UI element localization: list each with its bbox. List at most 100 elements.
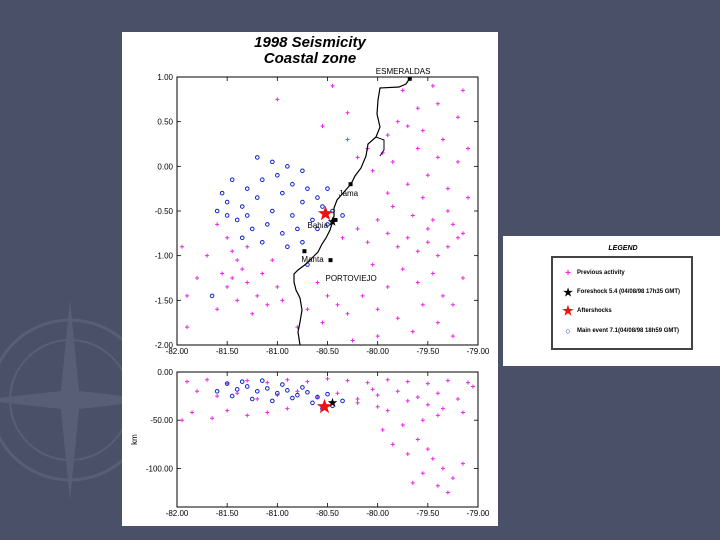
y-tick-label: -0.50 (155, 207, 174, 216)
previous-activity-point (390, 159, 395, 164)
previous-activity-point (335, 302, 340, 307)
previous-activity-point (425, 447, 430, 452)
previous-activity-point (435, 320, 440, 325)
previous-activity-point (245, 413, 250, 418)
city-label: Bahia (308, 221, 329, 230)
previous-activity-point (455, 397, 460, 401)
previous-activity-point (275, 97, 280, 102)
previous-activity-point (395, 389, 400, 394)
previous-activity-point (250, 311, 255, 316)
main-event-point (270, 208, 275, 214)
city-label: Jama (339, 189, 359, 198)
city-marker (333, 217, 338, 222)
previous-activity-point (435, 253, 440, 258)
previous-activity-point (320, 320, 325, 325)
previous-activity-point (435, 391, 440, 396)
y-axis-label: km (130, 434, 139, 445)
previous-activity-point (245, 244, 250, 249)
previous-activity-point (220, 271, 225, 276)
previous-activity-point (435, 101, 440, 106)
x-tick-label: -81.50 (216, 509, 239, 518)
legend-item-foreshock: ★ Foreshock 5.4 (04/08/98 17h35 GMT) (561, 286, 680, 299)
previous-activity-point (385, 231, 390, 236)
main-event-point (340, 398, 345, 404)
x-tick-label: -81.50 (216, 347, 239, 356)
main-event-point (224, 213, 230, 218)
previous-activity-point (225, 235, 230, 240)
previous-activity-point (405, 398, 410, 403)
previous-activity-point (445, 490, 450, 495)
main-event-point (265, 222, 270, 227)
main-event-point (214, 388, 220, 394)
previous-activity-point (395, 316, 400, 321)
x-tick-label: -79.50 (416, 509, 439, 518)
previous-activity-point (460, 276, 465, 280)
previous-activity-point (215, 222, 220, 227)
main-event-point (219, 190, 225, 196)
previous-activity-point (235, 391, 240, 396)
main-event-point (290, 213, 295, 218)
main-event-point (209, 293, 215, 299)
previous-activity-point (345, 110, 350, 115)
previous-activity-point (275, 284, 280, 289)
previous-activity-point (375, 307, 380, 312)
blue-circle-icon: ○ (565, 326, 571, 336)
previous-activity-point (420, 195, 425, 200)
main-event-point (214, 208, 220, 214)
previous-activity-point (375, 217, 380, 222)
previous-activity-point (415, 106, 420, 111)
coastline (293, 77, 411, 346)
y-tick-label: -100.00 (146, 464, 174, 473)
previous-activity-point (265, 410, 270, 415)
previous-activity-point (375, 393, 380, 398)
previous-activity-point (460, 461, 465, 466)
previous-activity-point (260, 271, 265, 276)
previous-activity-point (465, 195, 470, 200)
previous-activity-point (205, 253, 210, 258)
legend: LEGEND + Previous activity ★ Foreshock 5… (503, 236, 720, 366)
map-plot: -82.00 -81.50 -81.00 -80.50 -80.00 -79.50 -79.… (155, 67, 490, 356)
main-event-point (275, 390, 280, 396)
main-event-point (290, 181, 295, 187)
x-tick-label: -79.50 (416, 347, 439, 356)
previous-activity-point (360, 293, 365, 298)
previous-activity-point (390, 442, 395, 447)
main-event-point (224, 381, 230, 386)
previous-activity-point (400, 267, 405, 272)
previous-activity-point (355, 397, 360, 401)
previous-activity-point (430, 217, 435, 222)
y-tick-label: -50.00 (150, 416, 173, 425)
previous-activity-point (410, 213, 415, 218)
plot-frame (176, 76, 479, 346)
city-marker (302, 249, 307, 254)
previous-activity-point (410, 480, 415, 485)
previous-activity-point (385, 133, 390, 138)
previous-activity-point (440, 137, 445, 142)
main-event-point (254, 155, 260, 160)
main-event-point (249, 396, 255, 402)
previous-activity-point (465, 380, 470, 385)
previous-activity-point (425, 173, 430, 178)
previous-activity-point (330, 83, 335, 88)
main-event-point (295, 392, 300, 398)
previous-activity-point (385, 284, 390, 289)
previous-activity-point (325, 293, 330, 298)
main-event-point (224, 199, 230, 205)
previous-activity-point (355, 226, 360, 231)
main-event-point (259, 177, 265, 183)
previous-activity-point (445, 378, 450, 383)
previous-activity-point (425, 240, 430, 245)
x-tick-label: -81.00 (266, 347, 289, 356)
y-tick-label: 0.00 (157, 368, 173, 377)
previous-activity-point (450, 222, 455, 227)
previous-activity-point (440, 466, 445, 471)
main-event-point (325, 222, 330, 227)
previous-activity-point (285, 406, 290, 411)
seismicity-figure: 1998 Seismicity Coastal zone -82.00 -81.5… (122, 32, 498, 526)
previous-activity-point (425, 402, 430, 407)
previous-activity-point (235, 298, 240, 303)
main-event-point (244, 213, 250, 218)
y-tick-label: -2.00 (155, 341, 174, 350)
previous-activity-point (425, 226, 430, 231)
figure-title-line2: Coastal zone (263, 50, 357, 67)
